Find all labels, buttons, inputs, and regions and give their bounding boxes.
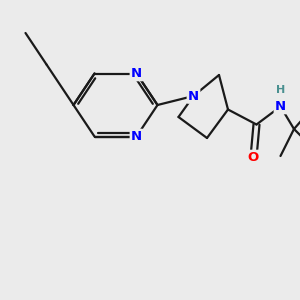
Text: N: N xyxy=(188,89,199,103)
Text: N: N xyxy=(131,130,142,143)
Text: H: H xyxy=(276,85,285,95)
Text: N: N xyxy=(131,67,142,80)
Text: O: O xyxy=(248,151,259,164)
Text: N: N xyxy=(275,100,286,113)
